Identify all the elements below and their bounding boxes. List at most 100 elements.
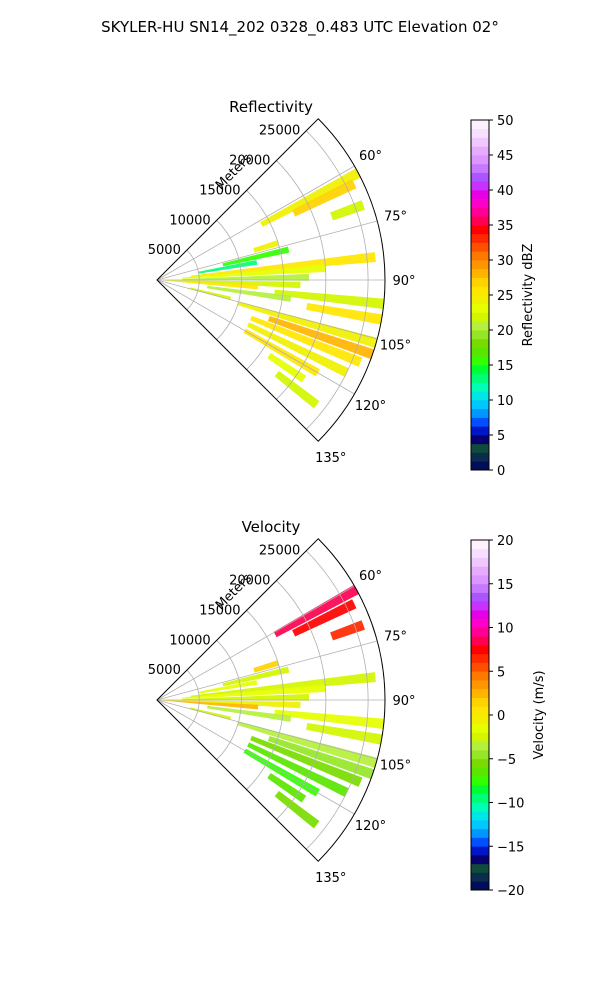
colorbar-label: Reflectivity dBZ (521, 244, 536, 347)
radar-cell (207, 705, 292, 722)
colorbar-swatch (471, 828, 489, 838)
colorbar-swatch (471, 785, 489, 795)
radar-cell (306, 722, 383, 745)
radar-cell (247, 322, 349, 377)
colorbar-swatch (471, 706, 489, 716)
radar-cell (330, 620, 365, 641)
azimuth-tick-label: 75° (384, 629, 407, 644)
sector-frame (156, 538, 386, 862)
colorbar-tick-label: 10 (497, 622, 514, 637)
colorbar-tick-label: 20 (497, 534, 514, 549)
colorbar-swatch (471, 688, 489, 698)
colorbar-swatch (471, 566, 489, 576)
azimuth-tick-label: 75° (384, 209, 407, 224)
colorbar-swatch (471, 811, 489, 821)
colorbar-label: Velocity (m/s) (532, 670, 547, 759)
azimuth-tick-label: 120° (355, 399, 386, 414)
azimuth-tick-label: 135° (315, 871, 346, 886)
radar-cell (292, 599, 357, 637)
colorbar-swatch (471, 137, 489, 147)
colorbar-tick-label: 45 (497, 149, 514, 164)
radar-data-layer (157, 584, 385, 829)
colorbar-swatch (471, 881, 489, 891)
colorbar-swatch (471, 198, 489, 208)
colorbar-tick-label: 35 (497, 219, 514, 234)
azimuth-spoke (156, 220, 378, 281)
colorbar-swatch (471, 242, 489, 252)
colorbar-swatch (471, 312, 489, 322)
colorbar-swatch (471, 172, 489, 182)
range-tick-label: 10000 (169, 633, 210, 648)
colorbar-swatch (471, 338, 489, 348)
azimuth-tick-label: 105° (380, 759, 411, 774)
colorbar-swatch (471, 863, 489, 873)
range-tick-label: 25000 (259, 124, 300, 139)
range-tick-label: 25000 (259, 544, 300, 559)
colorbar-swatch (471, 417, 489, 427)
colorbar-swatch (471, 268, 489, 278)
colorbar-swatch (471, 715, 489, 725)
colorbar-swatch (471, 583, 489, 593)
colorbar-tick-label: 50 (497, 114, 514, 129)
colorbar-swatch (471, 872, 489, 882)
colorbar-swatch (471, 723, 489, 733)
range-tick-label: 5000 (148, 663, 181, 678)
colorbar-swatch (471, 260, 489, 270)
colorbar-swatch (471, 181, 489, 191)
colorbar-tick-label: 10 (497, 394, 514, 409)
colorbar-swatch (471, 776, 489, 786)
colorbar-swatch (471, 671, 489, 681)
colorbar-swatch (471, 365, 489, 375)
colorbar-swatch (471, 741, 489, 751)
radar-cell (207, 285, 292, 302)
azimuth-spoke (156, 279, 378, 340)
radar-cell (267, 735, 375, 780)
colorbar-swatch (471, 373, 489, 383)
azimuth-spoke (156, 165, 355, 281)
colorbar-swatch (471, 120, 489, 130)
colorbar-tick-label: 15 (497, 359, 514, 374)
radar-cell (273, 584, 359, 638)
azimuth-tick-label: 90° (392, 274, 415, 289)
radar-cell (165, 280, 259, 290)
azimuth-tick-label: 135° (315, 451, 346, 466)
colorbar-swatch (471, 391, 489, 401)
azimuth-tick-label: 120° (355, 819, 386, 834)
azimuth-tick-label: 90° (392, 694, 415, 709)
colorbar-tick-label: 40 (497, 184, 514, 199)
colorbar-swatch (471, 758, 489, 768)
radar-cell (182, 693, 309, 701)
colorbar-swatch (471, 225, 489, 235)
colorbar-swatch (471, 408, 489, 418)
colorbar-swatch (471, 233, 489, 243)
radar-cell (190, 672, 376, 698)
radar-cell (157, 700, 259, 710)
azimuth-spoke (156, 699, 378, 760)
colorbar-swatch (471, 207, 489, 217)
range-tick-label: 15000 (199, 603, 240, 618)
colorbar-swatch (471, 645, 489, 655)
radar-cell (274, 370, 320, 409)
azimuth-spoke (156, 585, 355, 701)
colorbar-swatch (471, 837, 489, 847)
colorbar-swatch (471, 435, 489, 445)
colorbar-swatch (471, 750, 489, 760)
colorbar-swatch (471, 286, 489, 296)
colorbar-swatch (471, 295, 489, 305)
radar-cell (250, 735, 363, 787)
figure-suptitle: SKYLER-HU SN14_202 0328_0.483 UTC Elevat… (101, 18, 499, 37)
radar-cell (330, 200, 365, 221)
colorbar-swatch (471, 146, 489, 156)
radar-cell (198, 260, 258, 274)
colorbar-swatch (471, 557, 489, 567)
panel-title: Reflectivity (229, 98, 313, 116)
colorbar-swatch (471, 382, 489, 392)
colorbar-swatch (471, 618, 489, 628)
colorbar-swatch (471, 251, 489, 261)
reflectivity-panel: Reflectivity500010000150002000025000Mete… (148, 98, 536, 479)
radar-cell (237, 301, 378, 348)
colorbar-swatch (471, 802, 489, 812)
radar-cell (292, 179, 357, 217)
